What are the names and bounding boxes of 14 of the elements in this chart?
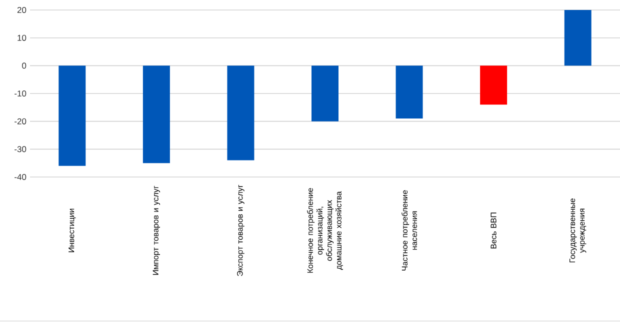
- x-tick-label: Экспорт товаров и услуг: [237, 184, 244, 276]
- y-tick-label: 20: [17, 7, 26, 14]
- y-tick-label: 10: [18, 34, 26, 41]
- y-tick-label: 0: [22, 62, 26, 69]
- x-tick-label: Государственные учреждения: [570, 198, 586, 262]
- x-tick-label: Весь ВВП: [490, 212, 496, 248]
- y-tick-label: -40: [14, 174, 26, 180]
- x-tick-label: Инвестиции: [68, 208, 76, 252]
- x-tick-label: Конечное потребление организаций, обслуживающих домашние хозяйства: [307, 188, 343, 273]
- y-tick-label: -30: [14, 146, 26, 152]
- y-tick-label: -20: [14, 118, 26, 124]
- x-tick-label: Частное потребление населения: [402, 190, 418, 270]
- y-tick-label: -10: [14, 90, 26, 97]
- x-tick-label: Импорт товаров и услуг: [152, 186, 160, 275]
